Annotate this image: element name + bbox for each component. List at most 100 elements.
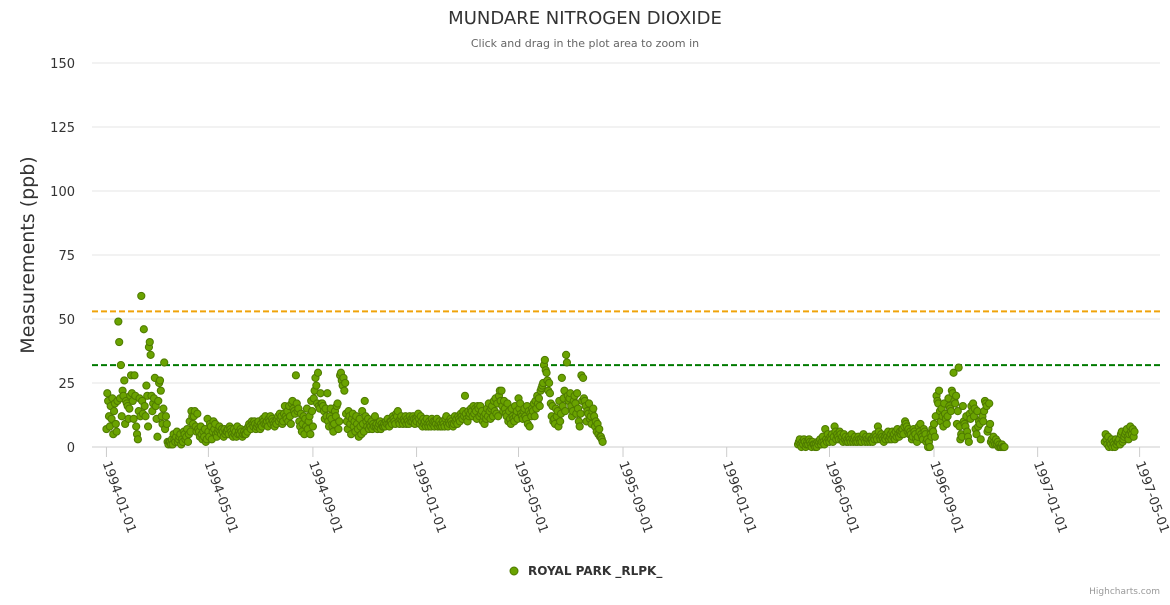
data-point[interactable]	[145, 337, 154, 347]
data-point[interactable]	[312, 381, 321, 390]
data-point[interactable]	[942, 419, 951, 429]
legend-item-royal-park[interactable]: ROYAL PARK _RLPK_	[528, 564, 662, 579]
data-point[interactable]	[576, 409, 585, 418]
data-point[interactable]	[951, 391, 961, 400]
data-point[interactable]	[125, 404, 134, 413]
data-point[interactable]	[140, 401, 149, 411]
data-point[interactable]	[979, 417, 988, 426]
data-point[interactable]	[335, 417, 344, 426]
data-point[interactable]	[976, 435, 985, 444]
data-point[interactable]	[115, 337, 124, 347]
data-point[interactable]	[154, 396, 163, 406]
data-point[interactable]	[286, 419, 295, 429]
data-point[interactable]	[535, 401, 544, 411]
data-point[interactable]	[525, 422, 534, 431]
data-point[interactable]	[460, 391, 470, 400]
data-point[interactable]	[193, 409, 202, 418]
data-point[interactable]	[340, 386, 349, 395]
data-point[interactable]	[308, 422, 318, 431]
data-point[interactable]	[562, 350, 571, 359]
data-point[interactable]	[972, 430, 981, 439]
data-point[interactable]	[161, 412, 171, 421]
data-point[interactable]	[556, 417, 565, 426]
data-point[interactable]	[360, 396, 369, 406]
data-point[interactable]	[139, 325, 148, 334]
data-point[interactable]	[925, 442, 934, 452]
data-point[interactable]	[323, 389, 332, 398]
data-point[interactable]	[934, 386, 944, 395]
data-point[interactable]	[117, 412, 126, 421]
data-point[interactable]	[946, 407, 956, 416]
data-point[interactable]	[545, 389, 555, 398]
data-point[interactable]	[578, 373, 588, 382]
data-point[interactable]	[146, 350, 155, 359]
data-point[interactable]	[133, 435, 142, 444]
data-point[interactable]	[949, 368, 958, 377]
data-point[interactable]	[985, 419, 995, 429]
data-point[interactable]	[958, 401, 967, 411]
data-point[interactable]	[334, 424, 343, 434]
data-point[interactable]	[954, 363, 963, 372]
data-point[interactable]	[930, 432, 939, 441]
data-point[interactable]	[129, 414, 138, 423]
data-point[interactable]	[183, 437, 193, 446]
data-point[interactable]	[964, 437, 973, 446]
data-point[interactable]	[313, 368, 323, 377]
data-point[interactable]	[111, 419, 120, 429]
data-point[interactable]	[929, 419, 939, 429]
data-point[interactable]	[307, 407, 317, 416]
data-point[interactable]	[114, 317, 123, 326]
data-point[interactable]	[985, 399, 994, 408]
data-point[interactable]	[1130, 427, 1139, 436]
data-point[interactable]	[103, 389, 112, 398]
data-point[interactable]	[573, 389, 582, 398]
data-point[interactable]	[141, 412, 150, 421]
data-point[interactable]	[306, 430, 315, 439]
data-point[interactable]	[598, 437, 607, 446]
data-point[interactable]	[153, 432, 162, 441]
data-point[interactable]	[107, 414, 116, 423]
data-point[interactable]	[291, 371, 301, 380]
data-point[interactable]	[561, 407, 570, 416]
data-point[interactable]	[1000, 442, 1009, 452]
data-point[interactable]	[951, 399, 960, 408]
data-point[interactable]	[545, 378, 554, 388]
data-point[interactable]	[497, 386, 506, 395]
data-point[interactable]	[584, 399, 594, 408]
data-point[interactable]	[109, 407, 119, 416]
data-point[interactable]	[534, 394, 544, 403]
credits-link[interactable]: Highcharts.com	[1089, 587, 1160, 597]
legend-marker[interactable]	[509, 566, 519, 576]
data-point[interactable]	[156, 386, 165, 395]
data-point[interactable]	[589, 404, 598, 413]
data-point[interactable]	[142, 381, 151, 390]
data-point[interactable]	[530, 412, 539, 421]
data-point[interactable]	[542, 368, 551, 377]
data-point[interactable]	[595, 424, 604, 434]
data-point[interactable]	[953, 407, 962, 416]
data-point[interactable]	[557, 373, 566, 382]
data-point[interactable]	[562, 358, 572, 367]
legend[interactable]: ROYAL PARK _RLPK_	[509, 564, 662, 579]
data-point[interactable]	[333, 399, 342, 408]
data-point[interactable]	[160, 358, 169, 367]
data-point[interactable]	[341, 378, 350, 388]
data-point[interactable]	[155, 376, 165, 385]
data-point[interactable]	[370, 412, 380, 421]
data-point[interactable]	[503, 399, 512, 408]
data-point[interactable]	[540, 355, 549, 365]
data-point[interactable]	[132, 422, 141, 431]
data-point[interactable]	[494, 412, 503, 421]
data-point[interactable]	[162, 419, 171, 429]
data-point[interactable]	[159, 404, 168, 413]
data-point[interactable]	[112, 427, 121, 436]
x-tick-label: 1995-05-01	[511, 459, 551, 535]
data-point[interactable]	[130, 371, 139, 380]
data-point[interactable]	[316, 389, 325, 398]
data-point[interactable]	[116, 360, 125, 370]
data-point[interactable]	[137, 291, 146, 301]
data-point[interactable]	[143, 422, 153, 431]
data-point[interactable]	[575, 422, 584, 431]
scatter-points[interactable]	[102, 291, 1139, 452]
data-point[interactable]	[120, 376, 129, 385]
